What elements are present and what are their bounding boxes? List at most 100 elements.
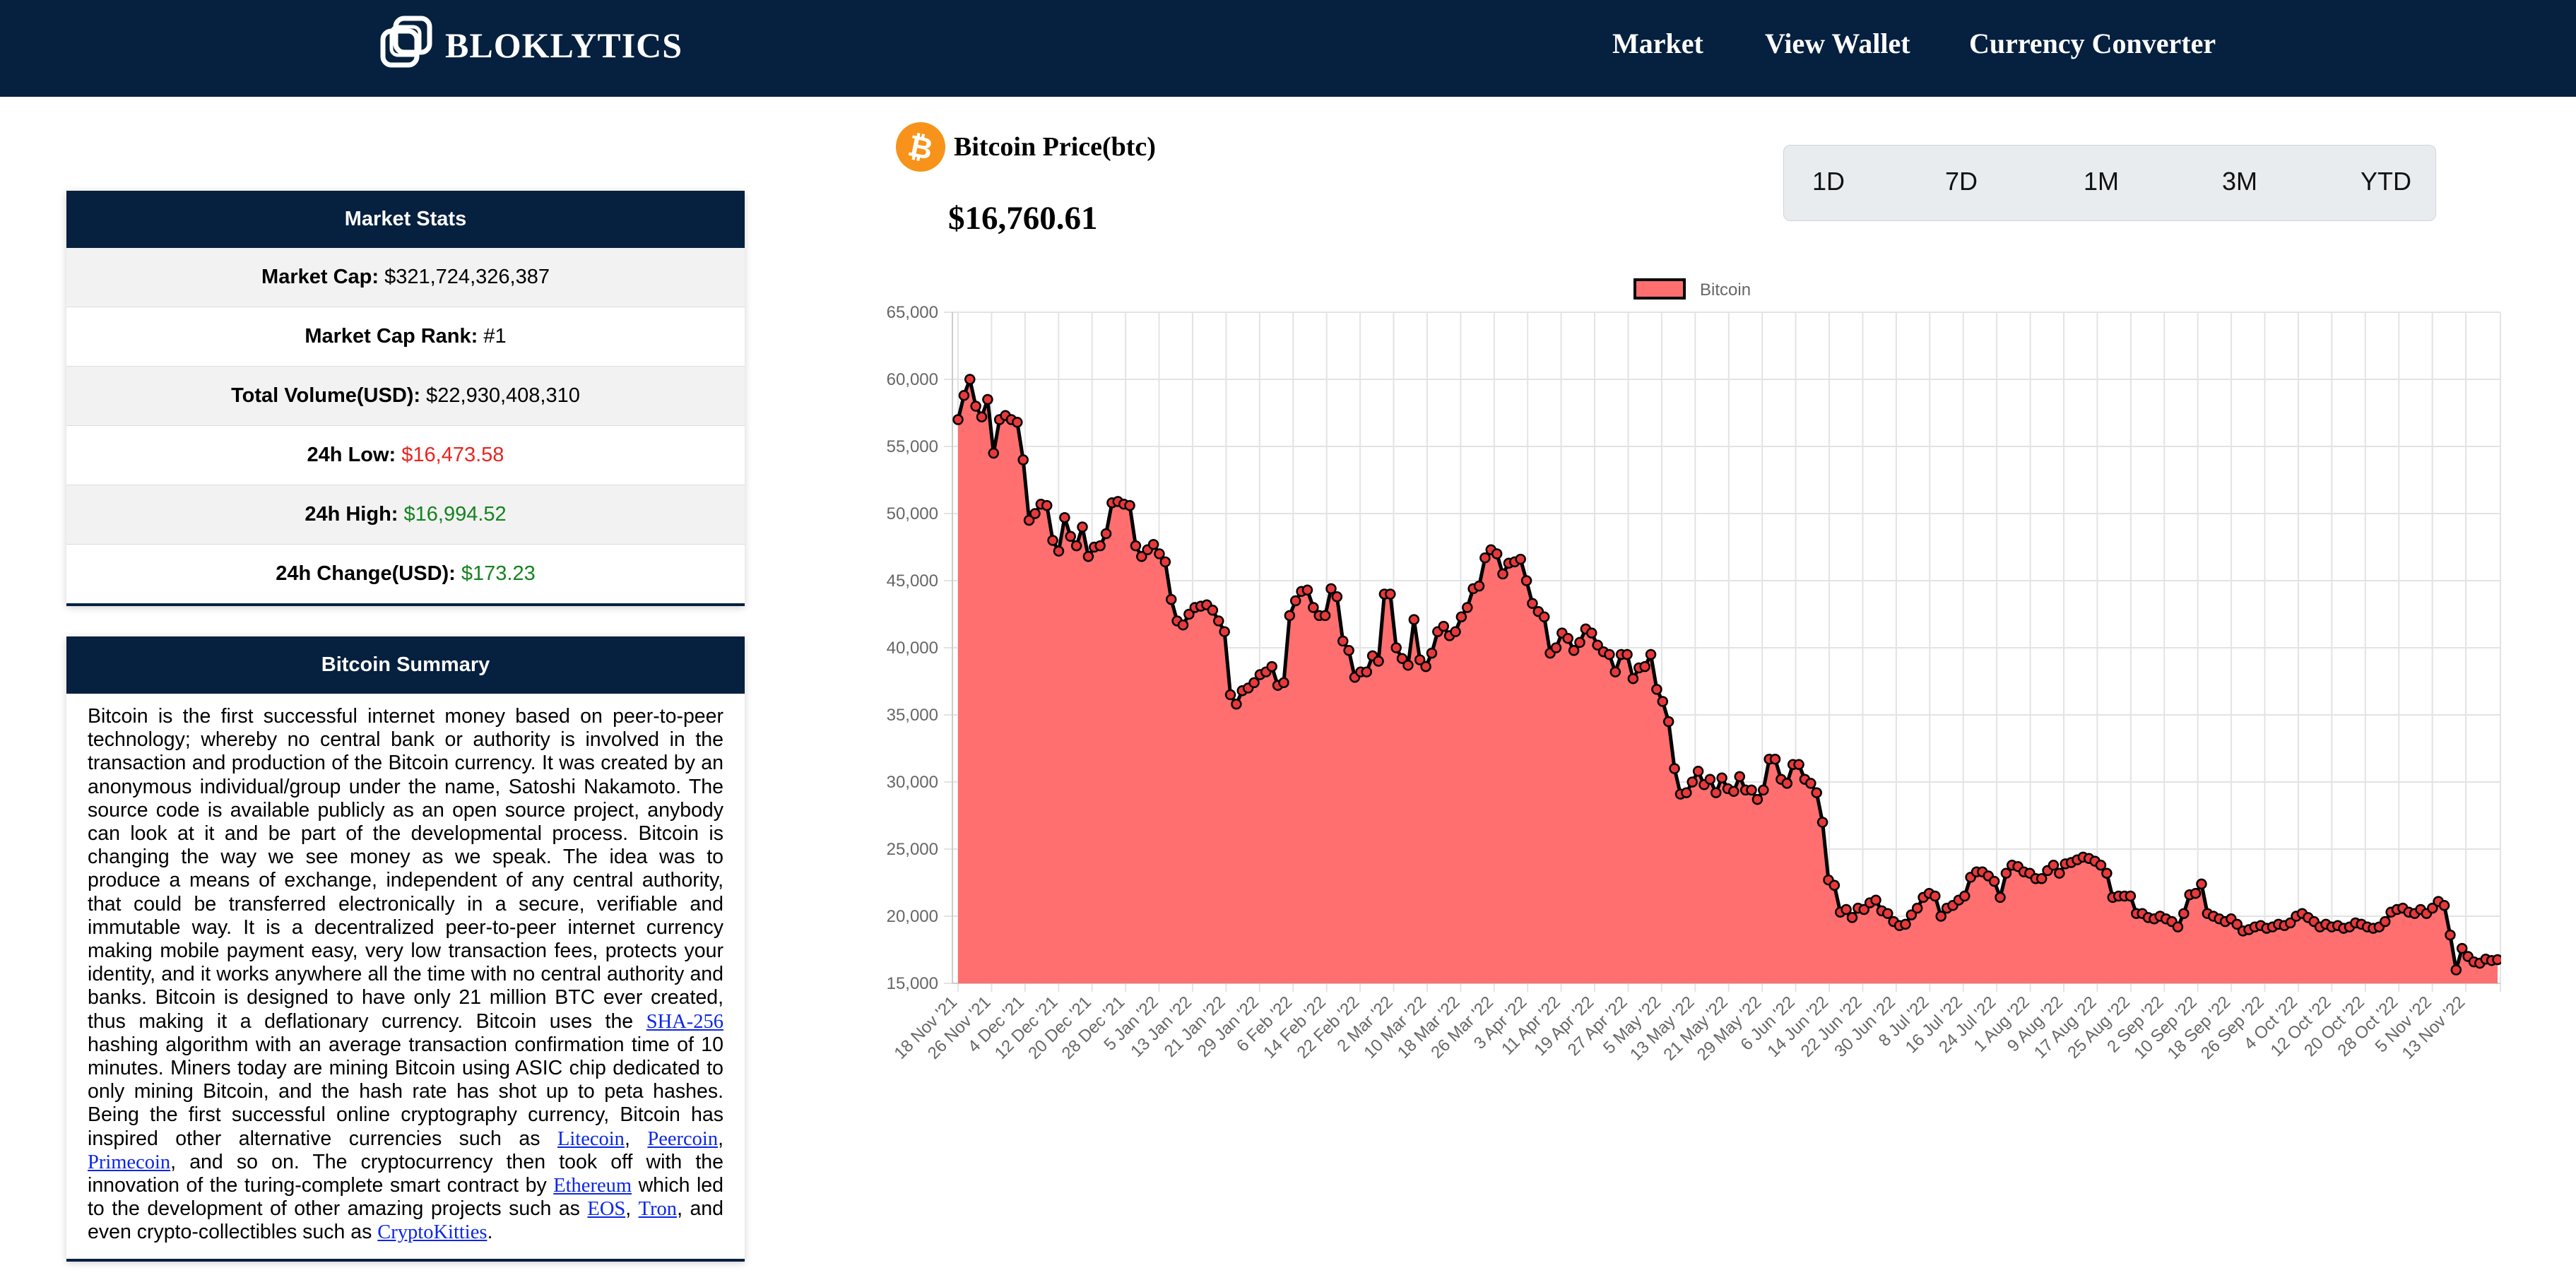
data-point[interactable]	[970, 401, 981, 412]
data-point[interactable]	[1100, 528, 1112, 540]
data-point[interactable]	[1497, 568, 1508, 580]
nav-market-link[interactable]: Market	[1612, 28, 1703, 59]
data-point[interactable]	[1438, 620, 1449, 632]
data-point[interactable]	[1408, 614, 1420, 625]
data-point[interactable]	[1183, 608, 1195, 620]
data-point[interactable]	[1716, 772, 1727, 784]
brand-logo[interactable]: BLOKLYTICS	[374, 10, 683, 81]
data-point[interactable]	[1911, 902, 1923, 914]
data-point[interactable]	[952, 414, 964, 425]
data-point[interactable]	[1325, 583, 1337, 595]
data-point[interactable]	[982, 393, 993, 405]
data-point[interactable]	[1154, 548, 1165, 559]
data-point[interactable]	[2380, 915, 2391, 928]
data-point[interactable]	[1450, 626, 1461, 637]
data-point[interactable]	[1568, 645, 1580, 656]
data-point[interactable]	[1935, 911, 1946, 922]
range-button-ytd[interactable]: YTD	[2361, 167, 2411, 196]
data-point[interactable]	[1811, 787, 1822, 798]
nav-view-wallet-link[interactable]: View Wallet	[1765, 28, 1910, 59]
link-eos[interactable]: EOS	[587, 1198, 626, 1221]
data-point[interactable]	[1284, 610, 1296, 622]
data-point[interactable]	[1207, 605, 1219, 616]
data-point[interactable]	[1651, 684, 1662, 695]
data-point[interactable]	[1609, 666, 1621, 677]
data-point[interactable]	[1882, 908, 1893, 919]
data-point[interactable]	[1657, 696, 1669, 707]
range-button-1d[interactable]: 1D	[1812, 167, 1845, 196]
data-point[interactable]	[1758, 784, 1769, 796]
data-point[interactable]	[1094, 540, 1106, 552]
data-point[interactable]	[1841, 903, 1852, 915]
data-point[interactable]	[1585, 627, 1597, 639]
data-point[interactable]	[1793, 759, 1804, 771]
data-point[interactable]	[1266, 660, 1277, 672]
data-point[interactable]	[1426, 647, 1438, 659]
data-point[interactable]	[1900, 918, 1911, 930]
data-point[interactable]	[1681, 787, 1692, 798]
link-primecoin[interactable]: Primecoin	[88, 1151, 171, 1173]
data-point[interactable]	[1870, 894, 1881, 906]
data-point[interactable]	[1988, 875, 2000, 887]
data-point[interactable]	[1751, 793, 1763, 805]
data-point[interactable]	[1077, 521, 1088, 533]
data-point[interactable]	[2445, 929, 2456, 941]
data-point[interactable]	[1159, 556, 1171, 568]
data-point[interactable]	[1070, 540, 1082, 552]
data-point[interactable]	[2190, 887, 2202, 899]
data-point[interactable]	[1958, 890, 1971, 902]
data-point[interactable]	[1130, 540, 1142, 552]
data-point[interactable]	[1473, 580, 1485, 592]
data-point[interactable]	[2048, 860, 2060, 871]
data-point[interactable]	[1165, 593, 1177, 605]
data-point[interactable]	[1805, 778, 1816, 789]
data-point[interactable]	[1082, 551, 1094, 562]
data-point[interactable]	[1746, 784, 1757, 796]
data-point[interactable]	[1136, 551, 1147, 562]
data-point[interactable]	[1420, 660, 1431, 672]
nav-currency-converter-link[interactable]: Currency Converter	[1969, 28, 2216, 59]
data-point[interactable]	[1527, 598, 1538, 610]
data-point[interactable]	[1627, 672, 1639, 685]
data-point[interactable]	[1219, 626, 1230, 637]
data-point[interactable]	[1059, 511, 1070, 523]
data-point[interactable]	[2000, 867, 2012, 879]
data-point[interactable]	[1414, 654, 1426, 665]
data-point[interactable]	[1177, 619, 1189, 631]
data-point[interactable]	[2450, 964, 2462, 976]
data-point[interactable]	[1479, 552, 1491, 564]
data-point[interactable]	[1041, 499, 1053, 511]
data-point[interactable]	[1662, 716, 1674, 728]
data-point[interactable]	[1065, 531, 1076, 543]
data-point[interactable]	[2172, 921, 2184, 932]
data-point[interactable]	[1343, 645, 1354, 656]
data-point[interactable]	[1995, 891, 2006, 903]
data-point[interactable]	[1301, 584, 1313, 596]
data-point[interactable]	[1669, 763, 1680, 774]
data-point[interactable]	[988, 447, 1000, 459]
data-point[interactable]	[1621, 648, 1633, 660]
data-point[interactable]	[1816, 817, 1828, 828]
link-cryptokitties[interactable]: CryptoKitties	[377, 1221, 488, 1244]
data-point[interactable]	[1047, 535, 1058, 546]
data-point[interactable]	[2196, 878, 2207, 890]
data-point[interactable]	[976, 411, 988, 422]
data-point[interactable]	[1574, 636, 1585, 648]
data-point[interactable]	[1639, 660, 1650, 672]
data-point[interactable]	[1053, 545, 1065, 557]
data-point[interactable]	[1562, 632, 1573, 644]
data-point[interactable]	[1455, 611, 1467, 623]
data-point[interactable]	[1319, 610, 1331, 622]
data-point[interactable]	[2095, 860, 2107, 871]
data-point[interactable]	[1858, 903, 1870, 915]
link-ethereum[interactable]: Ethereum	[553, 1175, 632, 1197]
data-point[interactable]	[2284, 917, 2296, 929]
data-point[interactable]	[2125, 890, 2137, 902]
data-point[interactable]	[2178, 908, 2190, 919]
range-button-1m[interactable]: 1M	[2084, 167, 2120, 196]
data-point[interactable]	[2456, 942, 2468, 954]
data-point[interactable]	[1686, 776, 1698, 788]
data-point[interactable]	[1278, 677, 1289, 689]
link-sha-256[interactable]: SHA-256	[646, 1010, 723, 1033]
data-point[interactable]	[1402, 659, 1414, 671]
